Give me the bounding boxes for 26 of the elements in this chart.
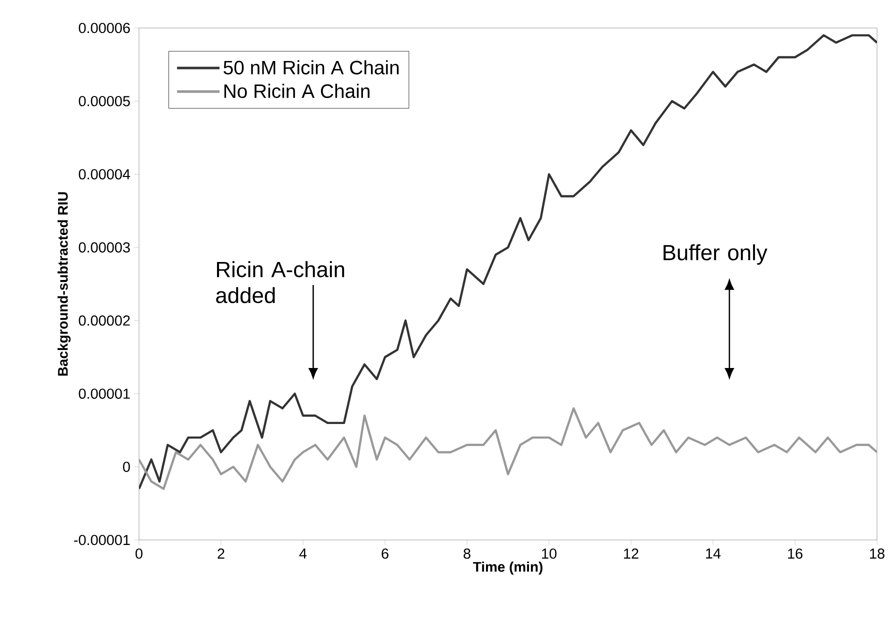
x-tick-label: 16	[788, 548, 802, 559]
x-tick-label: 8	[464, 548, 470, 559]
y-axis-title: Background-subtracted RIU	[58, 192, 71, 376]
x-tick-label: 10	[542, 548, 556, 559]
y-tick-label: 0.00006	[78, 22, 130, 34]
line-series	[139, 407, 878, 490]
x-tick-label: 18	[870, 548, 884, 559]
x-tick-label: 6	[382, 548, 388, 559]
x-axis-title: Time (min)	[473, 562, 542, 575]
y-tick-label: 0.00004	[78, 169, 130, 180]
annotation: Buffer only	[664, 244, 768, 265]
y-tick-label: 0.00005	[78, 96, 130, 106]
x-tick-label: 2	[218, 548, 224, 559]
y-tick-label: -0.00001	[74, 534, 130, 546]
x-tick-label: 0	[136, 548, 142, 559]
y-tick-label: 0.00003	[78, 242, 130, 253]
y-tick-label: 0.00002	[78, 315, 130, 326]
x-tick-label: 12	[624, 548, 638, 559]
x-tick-label: 14	[706, 548, 721, 558]
y-tick-label: 0	[123, 462, 130, 472]
legend-label: No Ricin A Chain	[224, 84, 370, 98]
x-tick-label: 4	[299, 548, 307, 558]
annotation: Ricin A-chain added	[216, 261, 344, 304]
legend-label: 50 nM Ricin A Chain	[224, 60, 399, 74]
y-tick-label: 0.00001	[78, 388, 130, 399]
line-series	[139, 34, 878, 490]
